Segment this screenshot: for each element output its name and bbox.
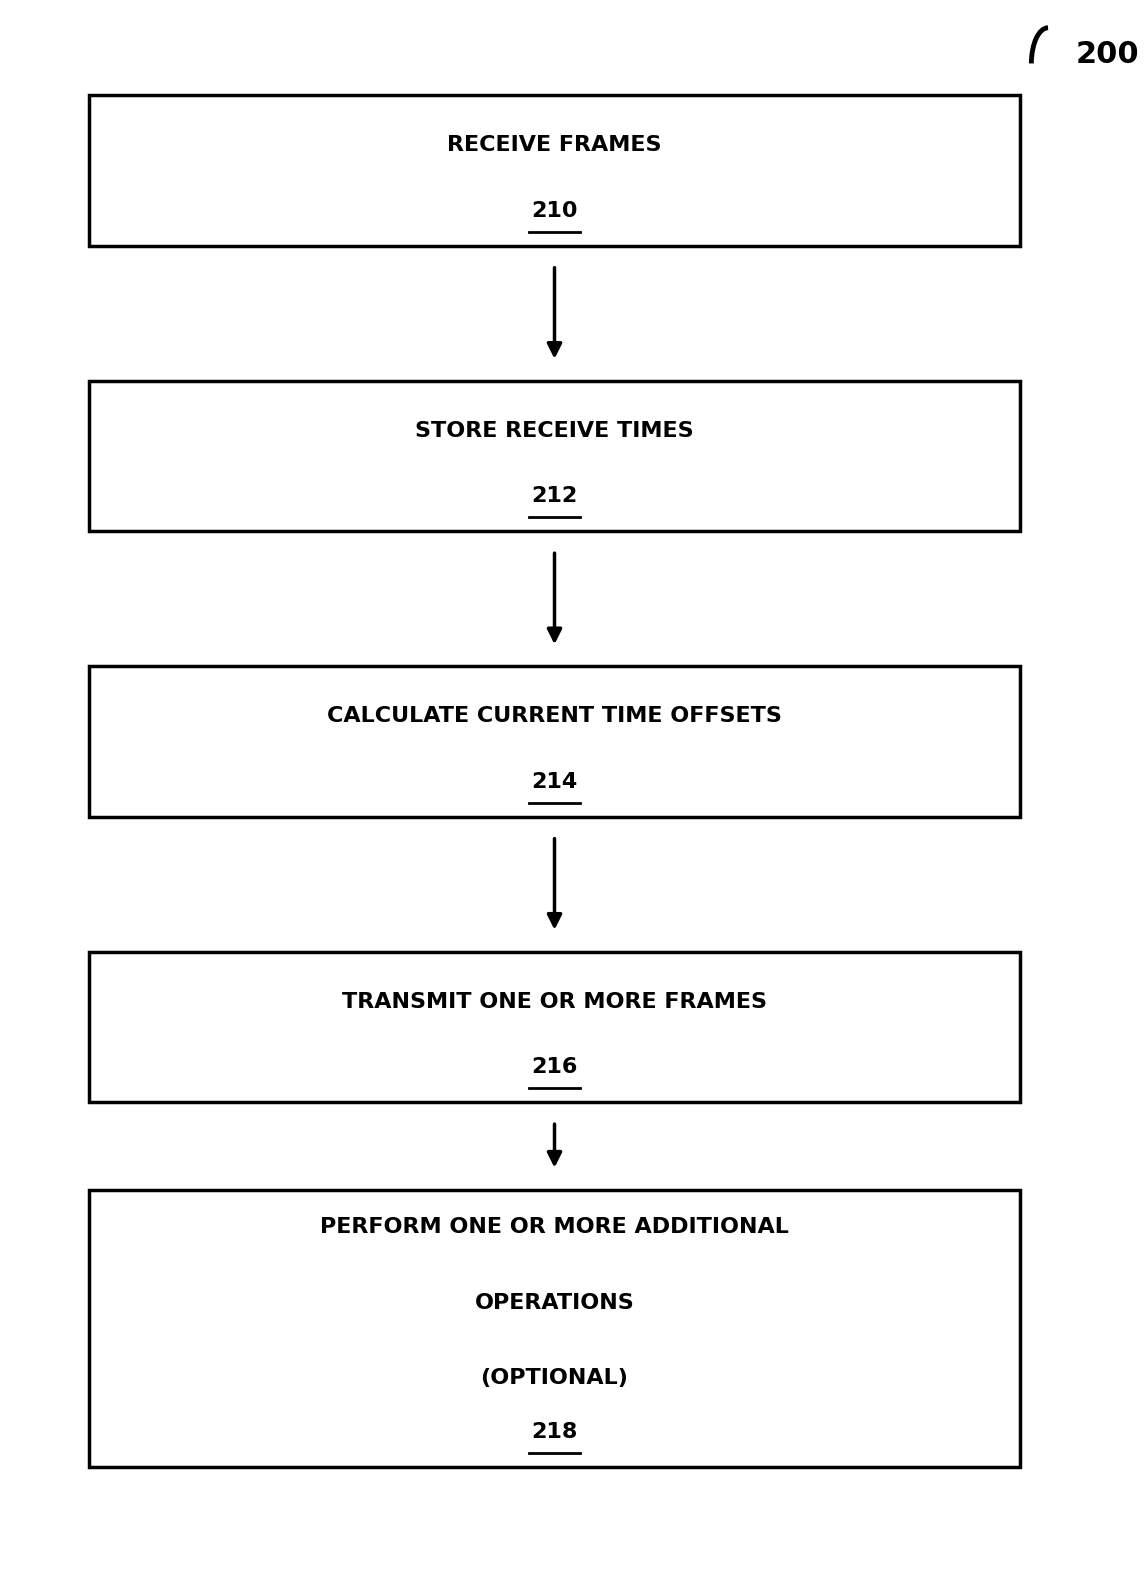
Text: 214: 214	[532, 772, 578, 791]
Text: PERFORM ONE OR MORE ADDITIONAL: PERFORM ONE OR MORE ADDITIONAL	[320, 1218, 788, 1237]
Text: OPERATIONS: OPERATIONS	[474, 1293, 635, 1313]
Text: 210: 210	[532, 201, 578, 220]
Text: 212: 212	[532, 487, 578, 506]
Text: 216: 216	[532, 1058, 578, 1077]
Bar	[88, 95, 1020, 246]
Text: RECEIVE FRAMES: RECEIVE FRAMES	[447, 135, 661, 155]
Bar	[88, 952, 1020, 1102]
Text: CALCULATE CURRENT TIME OFFSETS: CALCULATE CURRENT TIME OFFSETS	[327, 706, 782, 726]
Text: TRANSMIT ONE OR MORE FRAMES: TRANSMIT ONE OR MORE FRAMES	[342, 991, 767, 1012]
Text: STORE RECEIVE TIMES: STORE RECEIVE TIMES	[415, 420, 693, 441]
Text: (OPTIONAL): (OPTIONAL)	[480, 1369, 628, 1388]
Text: 218: 218	[532, 1423, 578, 1442]
Bar	[88, 666, 1020, 817]
Bar	[88, 1190, 1020, 1467]
Bar	[88, 381, 1020, 531]
Text: 200: 200	[1076, 40, 1139, 68]
